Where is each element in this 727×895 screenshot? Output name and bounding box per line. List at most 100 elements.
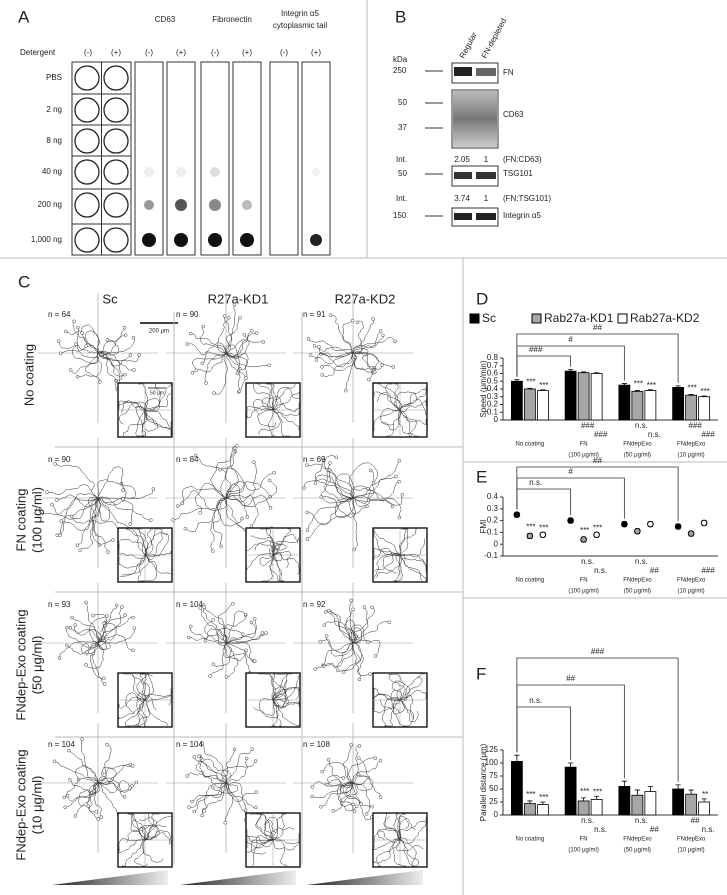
well [74,65,100,91]
trajectory [399,388,426,412]
column-header: R27a-KD1 [208,291,269,306]
track-end [364,812,369,816]
track-end [261,340,266,344]
condition: (+) [111,48,121,57]
track-end [320,373,324,377]
trajectory [333,782,358,812]
track-end [128,762,133,767]
trajectory [398,813,406,841]
trajectory [88,782,99,813]
dot [621,520,628,528]
panel-letter: C [18,272,30,291]
trajectory [172,497,227,521]
trajectory [118,554,146,569]
trajectory [64,777,99,798]
trajectory [97,622,118,644]
trajectory [272,839,300,851]
significance: *** [539,381,548,390]
trajectory [225,618,257,644]
track-end [53,462,57,466]
trajectory [272,402,300,413]
band [476,213,496,220]
track-end [198,606,202,610]
trajectory [352,460,400,499]
trajectory [256,383,274,411]
track-end [58,351,63,356]
comparison-bracket [516,488,572,516]
trajectory [326,636,354,657]
bar [618,384,631,421]
track-plot [185,741,259,825]
trajectory [352,352,375,373]
track-end [397,515,402,520]
track-end [121,488,125,492]
trajectory [97,777,133,793]
trajectory [210,451,236,499]
trajectory [388,673,405,701]
track-end [394,474,398,479]
trajectory [352,782,371,815]
antibody: cytoplasmic tail [273,21,327,30]
trajectory [272,833,300,844]
bar [510,380,523,421]
well [74,97,100,123]
trajectory [399,554,427,570]
track-end [305,510,310,515]
row-label: FNdep-Exo coating [13,749,28,860]
y-tick-label: 0.4 [487,384,499,393]
legend-label: Rab27a-KD2 [630,311,700,325]
x-tick-label: FNdepExo [623,442,652,448]
track-end [326,757,331,762]
comparison-label: n.s. [529,696,542,705]
trajectory [225,782,246,811]
trajectory [321,352,356,372]
inset-tracks [246,528,300,582]
track-end [250,747,255,751]
significance: *** [647,381,656,390]
comparison-label: ### [529,345,543,354]
bar [685,793,698,816]
trajectory [373,548,401,561]
trajectory [209,642,227,677]
trajectory [266,528,279,556]
trajectory [97,628,135,646]
trajectory [144,813,160,841]
track-end [91,613,95,618]
n-label: n = 91 [303,310,326,319]
track-end [378,795,383,799]
y-tick-label: 100 [485,758,499,767]
trajectory [76,327,99,359]
y-tick-label: 0 [494,415,499,424]
track-end [86,804,90,808]
row-label: FN coating [13,489,28,552]
trajectory [399,673,425,701]
error-bar [514,379,520,382]
trajectory [97,352,131,367]
trajectory [399,399,427,411]
bar [564,370,577,421]
trajectory [118,400,146,411]
trajectory [261,554,274,582]
x-tick-label: No coating [516,837,545,843]
trajectory [177,490,227,510]
legend-swatch [617,313,628,324]
trajectory [225,334,250,359]
well [103,159,129,185]
track-end [235,444,239,448]
n-label: n = 104 [176,600,203,609]
trajectory [330,314,354,354]
y-tick-label: 0.1 [487,407,499,416]
trajectory [225,642,239,678]
lane-label: FN-depleted [480,17,509,60]
trajectory [397,409,419,437]
error-bar [675,784,681,789]
n-label: n = 93 [48,600,71,609]
track-end [122,326,127,330]
trajectory [320,352,354,368]
track-end [208,674,212,678]
trajectory [399,554,427,581]
track-end [105,338,110,342]
trajectory [225,758,248,784]
track-end [393,339,397,344]
trajectory [323,642,354,669]
